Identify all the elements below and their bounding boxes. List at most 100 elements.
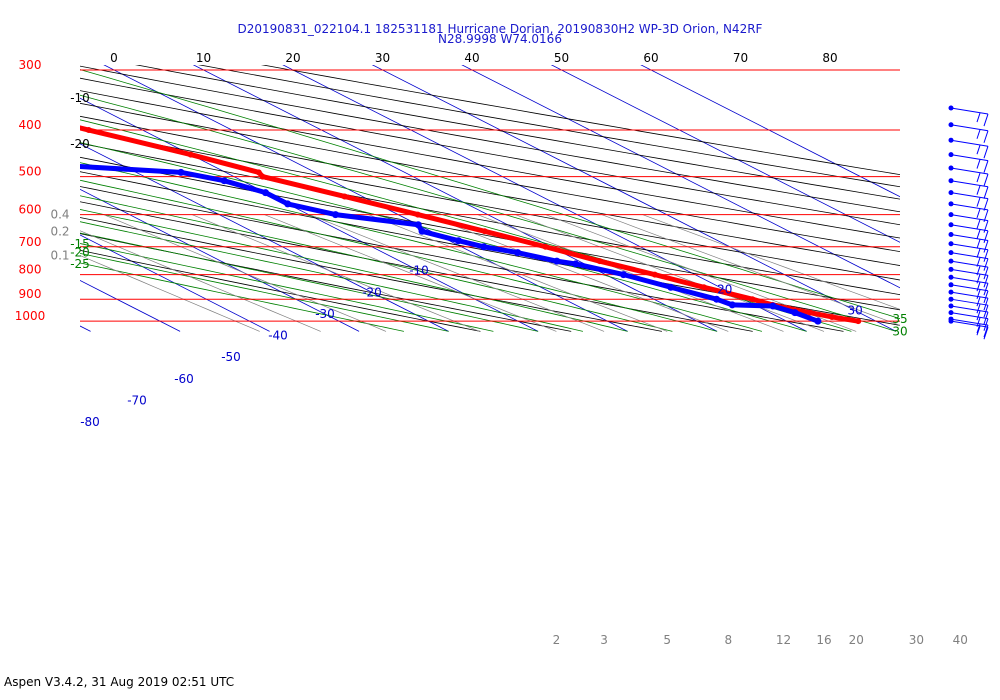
wind-barb-flag <box>983 258 989 271</box>
temperature-tick-label: 70 <box>733 51 748 65</box>
wind-barb-staff <box>950 192 989 200</box>
wind-barb-flag <box>976 310 981 321</box>
wind-barb-flag <box>983 305 989 318</box>
wind-barb-flag <box>976 197 981 207</box>
wind-barb-staff <box>950 312 989 320</box>
pressure-label: 900 <box>19 287 42 301</box>
temperature-segment <box>785 305 813 316</box>
wind-barb-flag <box>976 274 981 284</box>
temperature-tick-label: 30 <box>375 51 390 65</box>
moist-adiabat-line <box>80 209 628 332</box>
wind-barb-flag <box>976 185 981 195</box>
mixing-ratio-line <box>191 214 480 332</box>
wind-barb-staff <box>950 167 989 175</box>
wind-barb-flag <box>983 230 989 243</box>
moist-adiabat-label: 30 <box>892 324 907 338</box>
temperature-tick-label: 10 <box>196 51 211 65</box>
dry-adiabat-line <box>197 65 900 188</box>
isotherm-line <box>461 65 900 289</box>
wind-barb-flag <box>983 130 989 143</box>
dewpoint-segment <box>515 250 560 264</box>
mixing-ratio-label: 0.2 <box>50 224 69 238</box>
dewpoint-segment <box>333 212 421 228</box>
isotherm-label: -30 <box>315 307 335 321</box>
pressure-label: 1000 <box>15 309 46 323</box>
chart-title: D20190831_022104.1 182531181 Hurricane D… <box>237 22 763 36</box>
isotherm-label: -40 <box>268 329 288 343</box>
isotherm-line <box>80 188 360 332</box>
wind-barb-flag <box>983 324 989 338</box>
moist-adiabat-line <box>80 252 449 332</box>
dewpoint-segment <box>573 261 627 278</box>
wind-barb-flag <box>976 326 981 336</box>
wind-barb-staff <box>950 320 989 328</box>
dry-adiabat-line <box>80 129 900 281</box>
isotherm-line <box>103 65 628 332</box>
mixing-ratio-label: 3 <box>600 633 608 647</box>
mixing-ratio-line <box>103 214 387 332</box>
dry-adiabat-line <box>80 115 900 266</box>
moist-adiabat-line <box>80 221 583 332</box>
temperature-segment <box>342 193 421 218</box>
isotherm-label: -60 <box>174 372 194 386</box>
wind-barb-staff <box>950 276 989 284</box>
moist-adiabat-line <box>80 162 763 332</box>
wind-barb-flag <box>983 209 989 223</box>
dewpoint-segment <box>621 272 674 290</box>
wind-barb-staff <box>950 318 989 326</box>
wind-barb-flag <box>976 282 981 292</box>
wind-barb-staff <box>950 233 989 241</box>
temperature-tick-label: 80 <box>822 51 837 65</box>
temperature-tick-label: 0 <box>110 51 118 65</box>
dewpoint-segment <box>770 303 798 316</box>
wind-barb-flag <box>976 317 981 327</box>
isotherm-line <box>80 325 91 332</box>
temperature-segment <box>188 152 262 175</box>
dewpoint-segment <box>729 302 776 309</box>
isotherm-line <box>550 65 900 243</box>
isotherm-line <box>371 65 897 332</box>
pressure-label: 700 <box>19 235 42 249</box>
temperature-segment <box>80 125 92 133</box>
wind-barb-staff <box>950 268 989 276</box>
mixing-ratio-label: 0.4 <box>50 208 69 222</box>
mixing-ratio-label: 40 <box>953 633 968 647</box>
isotherm-label: 30 <box>847 303 862 317</box>
dry-adiabat-line <box>260 65 900 176</box>
wind-barb-flag <box>983 266 989 280</box>
wind-barb-staff <box>950 305 989 313</box>
moist-adiabat-line <box>80 195 673 332</box>
wind-barb-flag <box>976 229 981 239</box>
temperature-tick-label: -20 <box>70 137 90 151</box>
temperature-segment <box>652 272 707 290</box>
wind-barb-flag <box>983 186 989 199</box>
dry-adiabat-line <box>80 171 900 326</box>
mixing-ratio-label: 20 <box>849 633 864 647</box>
temperature-segment <box>260 174 348 199</box>
wind-barb-flag <box>976 296 981 307</box>
moist-adiabat-label: 35 <box>892 312 907 326</box>
wind-barb-flag <box>976 239 981 249</box>
isotherm-label: -70 <box>127 393 147 407</box>
pressure-label: 500 <box>19 165 42 179</box>
wind-barb-flag <box>983 173 989 187</box>
mixing-ratio-line <box>264 214 557 332</box>
temperature-segment <box>701 284 755 302</box>
temperature-segment <box>482 228 549 250</box>
wind-barb-flag <box>983 311 989 325</box>
wind-barb-staff <box>950 252 989 260</box>
dewpoint-segment <box>178 169 227 184</box>
wind-barb-flag <box>976 265 981 276</box>
wind-barb-flag <box>983 318 989 331</box>
wind-barb-staff <box>950 291 989 299</box>
wind-barb-staff <box>950 298 989 306</box>
mixing-ratio-line <box>601 214 900 326</box>
wind-barb-staff <box>950 107 989 115</box>
isotherm-label: -80 <box>80 415 100 429</box>
dewpoint-segment <box>285 201 339 218</box>
wind-barb-flag <box>976 304 981 314</box>
moist-adiabat-line <box>80 179 718 332</box>
wind-barb-staff <box>950 243 989 251</box>
pressure-label: 800 <box>19 263 42 277</box>
